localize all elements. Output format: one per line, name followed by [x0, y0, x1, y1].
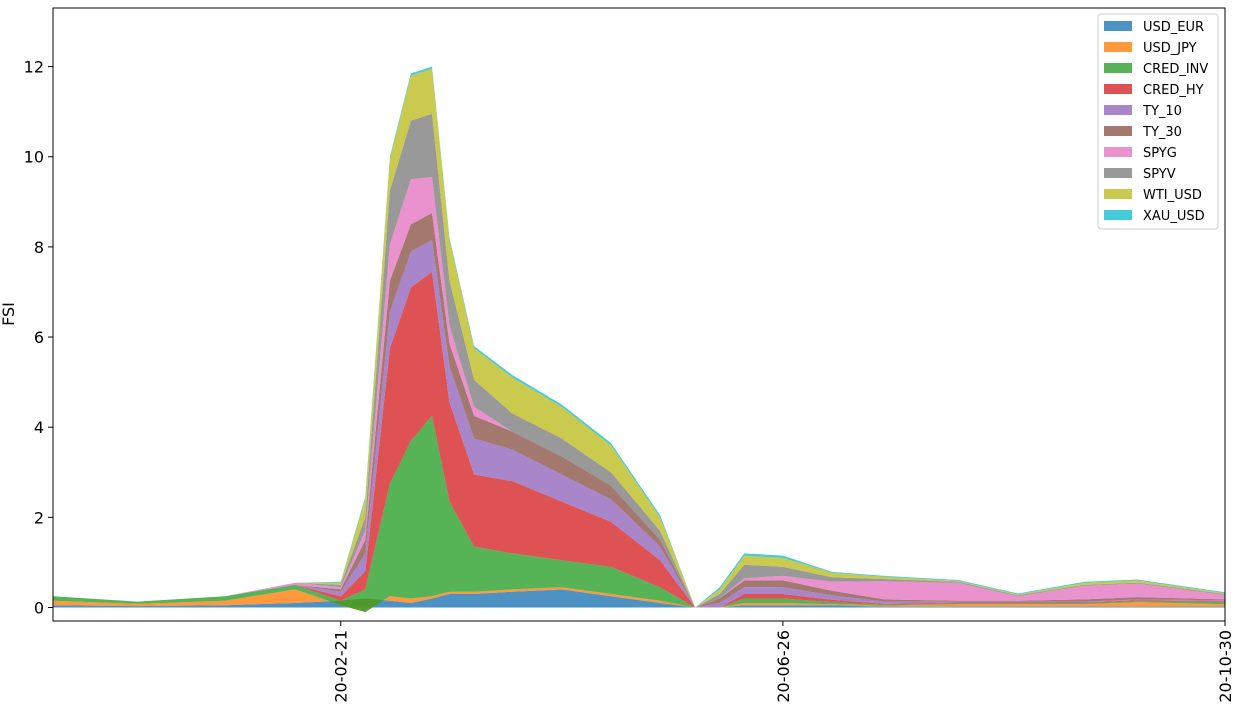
y-tick-label: 12 [24, 58, 44, 77]
area-spyv [53, 113, 1225, 608]
legend-label-cred-inv: CRED_INV [1143, 62, 1208, 77]
legend-swatch-wti-usd [1104, 189, 1132, 199]
legend-label-spyv: SPYV [1143, 167, 1176, 182]
y-tick-label: 8 [34, 238, 44, 257]
y-axis-label: FSI [0, 302, 18, 326]
x-tick-label: 20-10-30 [1216, 630, 1233, 703]
legend-swatch-cred-hy [1104, 84, 1132, 94]
x-tick-label: 20-02-21 [332, 630, 351, 703]
legend-swatch-spyv [1104, 168, 1132, 178]
legend-label-ty-30: TY_30 [1142, 125, 1182, 140]
y-axis: 0 2 4 6 8 10 12 [24, 58, 53, 617]
legend-swatch-cred-inv [1104, 63, 1132, 73]
legend-label-spyg: SPYG [1143, 146, 1177, 161]
legend-swatch-ty-10 [1104, 105, 1132, 115]
legend-label-ty-10: TY_10 [1142, 104, 1182, 119]
legend-label-wti-usd: WTI_USD [1143, 188, 1202, 203]
legend-label-xau-usd: XAU_USD [1143, 209, 1205, 224]
x-axis: 20-02-21 20-06-26 20-10-30 [332, 621, 1233, 703]
y-tick-label: 6 [34, 328, 44, 347]
legend-swatch-usd-jpy [1104, 42, 1132, 52]
area-cred-hy [53, 271, 1225, 608]
area-wti-usd [53, 68, 1225, 608]
stacked-areas [53, 66, 1225, 612]
y-tick-label: 4 [34, 418, 44, 437]
legend-label-cred-hy: CRED_HY [1143, 83, 1204, 98]
y-tick-label: 2 [34, 508, 44, 527]
legend-label-usd-jpy: USD_JPY [1143, 41, 1197, 56]
legend-label-usd-eur: USD_EUR [1143, 20, 1204, 35]
legend-swatch-xau-usd [1104, 210, 1132, 220]
plot-frame [52, 7, 1226, 622]
legend-swatch-ty-30 [1104, 126, 1132, 136]
x-tick-label: 20-06-26 [774, 630, 793, 703]
area-ty-10 [53, 240, 1225, 608]
legend-swatch-spyg [1104, 147, 1132, 157]
legend: USD_EUR USD_JPY CRED_INV CRED_HY TY_10 TY_30 S… [1097, 13, 1219, 230]
y-tick-label: 10 [24, 148, 44, 167]
y-tick-label: 0 [34, 598, 44, 617]
legend-swatch-usd-eur [1104, 21, 1132, 31]
